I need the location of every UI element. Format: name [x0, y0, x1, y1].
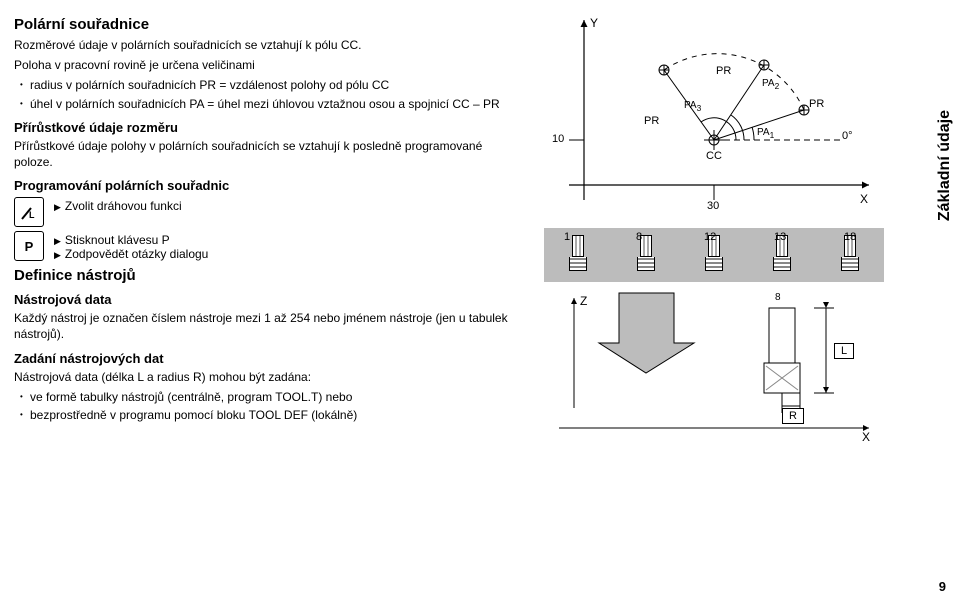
tools-list: ve formě tabulky nástrojů (centrálně, pr…	[14, 389, 514, 423]
pr-right-label: PR	[809, 98, 824, 110]
p-key: P	[14, 231, 44, 261]
polar-li-0: radius v polárních souřadnicích PR = vzd…	[20, 77, 514, 93]
polar-intro2: Poloha v pracovní rovině je určena velič…	[14, 57, 514, 73]
tool-row: 1 8 12 13 18	[544, 228, 884, 282]
tool-num-2: 8	[636, 231, 642, 243]
polar-diagram: Y X 10 30 0° CC PR PR PR PA1 PA2 PA3	[544, 10, 884, 220]
prog-title: Programování polárních souřadnic	[14, 178, 514, 193]
x-label: X	[862, 430, 870, 444]
pa3-label: PA3	[684, 100, 701, 113]
tools-li-1: bezprostředně v programu pomocí bloku TO…	[20, 407, 514, 423]
tools-data-title: Nástrojová data	[14, 292, 514, 307]
eight-label: 8	[775, 292, 781, 303]
tools-li-0: ve formě tabulky nástrojů (centrálně, pr…	[20, 389, 514, 405]
pa2-label: PA2	[762, 78, 779, 91]
val30-label: 30	[707, 200, 719, 212]
tool-detail-diagram: Z X 8 L R	[544, 288, 884, 438]
side-tab: Základní údaje	[936, 110, 954, 221]
incr-title: Přírůstkové údaje rozměru	[14, 120, 514, 135]
key1-text: Zvolit dráhovou funkci	[54, 199, 182, 213]
tool-num-4: 13	[774, 231, 786, 243]
tools-title: Definice nástrojů	[14, 267, 514, 284]
val0-label: 0°	[842, 130, 853, 142]
tool-num-3: 12	[704, 231, 716, 243]
polar-list: radius v polárních souřadnicích PR = vzd…	[14, 77, 514, 111]
tools-entry-text: Nástrojová data (délka L a radius R) moh…	[14, 369, 514, 385]
pr-mid-label: PR	[716, 65, 731, 77]
z-label: Z	[580, 294, 587, 308]
r-box: R	[782, 408, 804, 424]
polar-intro1: Rozměrové údaje v polárních souřadnicích…	[14, 37, 514, 53]
cc-label: CC	[706, 150, 722, 162]
polar-title: Polární souřadnice	[14, 16, 514, 33]
axis-x-label: X	[860, 192, 868, 206]
page-number: 9	[939, 579, 946, 594]
val10-label: 10	[552, 133, 564, 145]
axis-y-label: Y	[590, 16, 598, 30]
tools-entry-title: Zadání nástrojových dat	[14, 351, 514, 366]
tools-data-text: Každý nástroj je označen číslem nástroje…	[14, 310, 514, 342]
key2-text1: Stisknout klávesu P	[54, 233, 208, 247]
pa1-label: PA1	[757, 127, 774, 140]
l-box: L	[834, 343, 854, 359]
polar-li-1: úhel v polárních souřadnicích PA = úhel …	[20, 96, 514, 112]
key2-text2: Zodpovědět otázky dialogu	[54, 247, 208, 261]
tool-num-5: 18	[844, 231, 856, 243]
svg-text:L: L	[29, 210, 35, 220]
tool-num-1: 1	[564, 231, 570, 243]
line-key-icon: L	[14, 197, 44, 227]
pr-left-label: PR	[644, 115, 659, 127]
incr-text: Přírůstkové údaje polohy v polárních sou…	[14, 138, 514, 170]
